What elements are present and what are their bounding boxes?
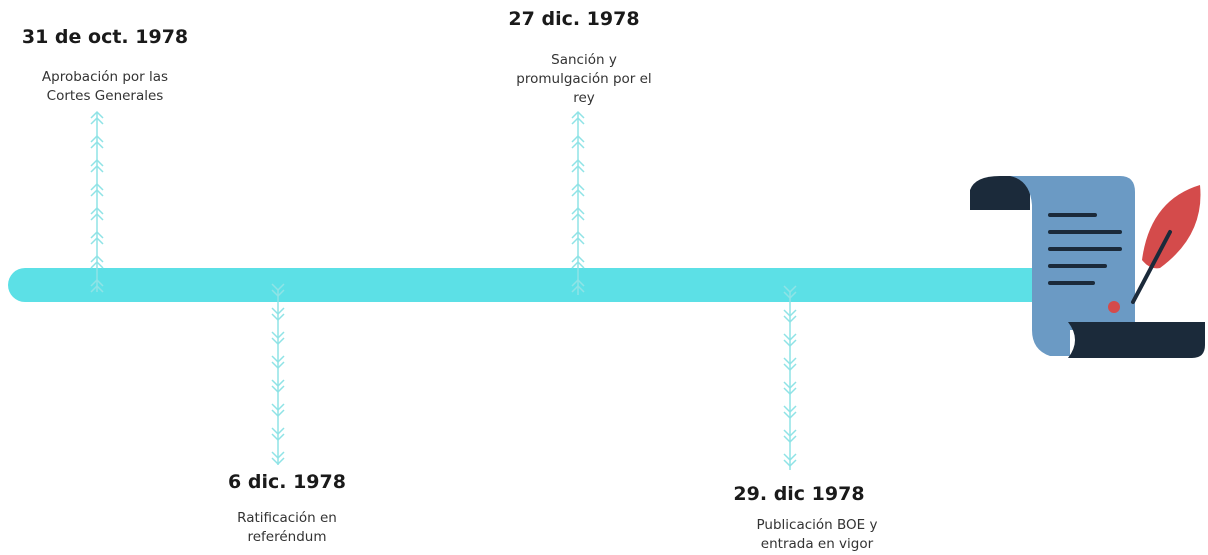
scroll-icon: [970, 176, 1205, 358]
scroll-roll-bottom: [1068, 322, 1205, 358]
event-date: 29. dic 1978: [733, 483, 864, 505]
event-description: Aprobación por las Cortes Generales: [20, 68, 190, 106]
timeline-page: {"events": [ {"date": "31 de oct. 1978",…: [0, 0, 1208, 555]
timeline-bar: [8, 268, 1053, 302]
ink-dot: [1108, 301, 1120, 313]
event-date: 6 dic. 1978: [228, 471, 346, 493]
event-description: Sanción y promulgación por el rey: [509, 51, 659, 108]
event-description: Ratificación en referéndum: [212, 509, 362, 547]
event-date: 27 dic. 1978: [508, 8, 639, 30]
quill-feather: [1142, 185, 1201, 268]
scroll-roll-top: [970, 176, 1030, 210]
event-date: 31 de oct. 1978: [22, 26, 188, 48]
event-description: Publicación BOE y entrada en vigor: [737, 516, 897, 554]
